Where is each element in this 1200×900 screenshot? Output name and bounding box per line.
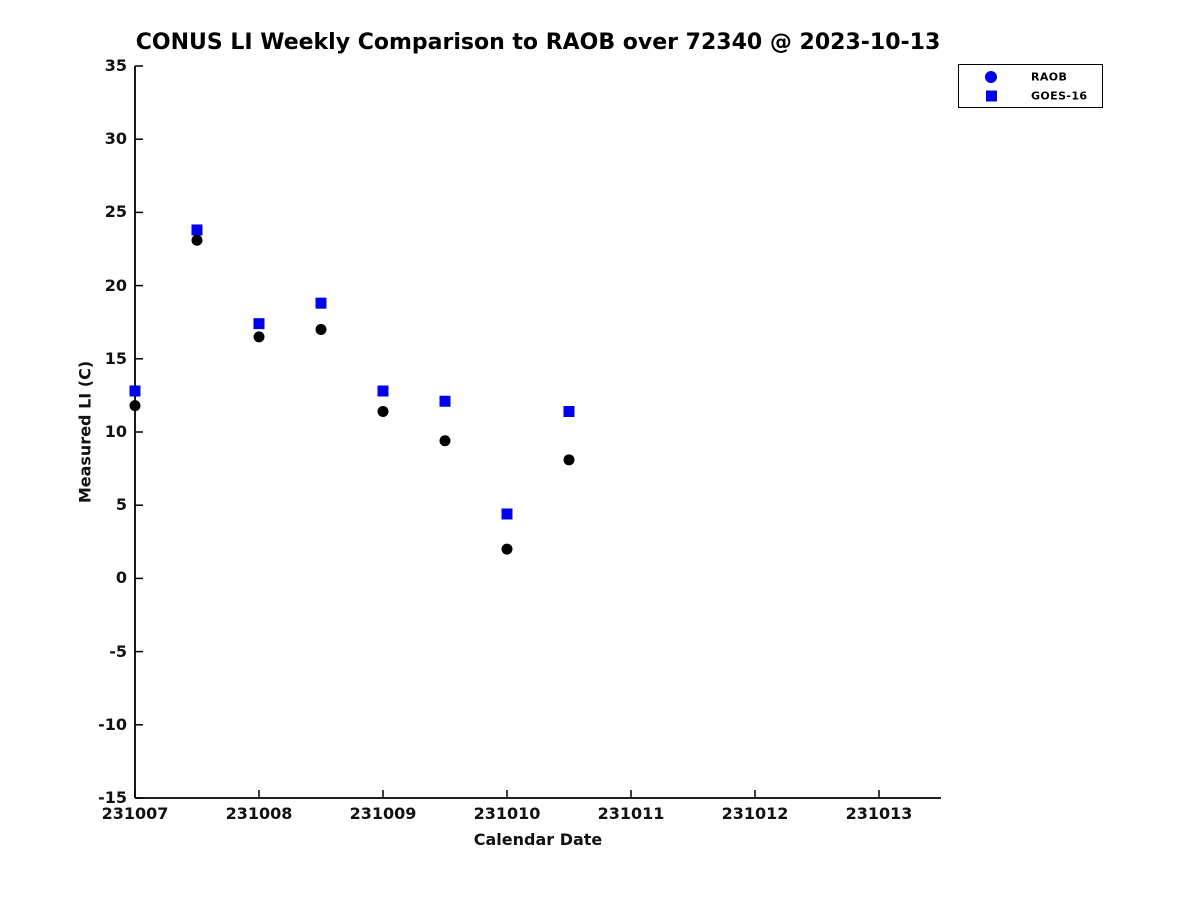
y-tick-label: 35: [104, 56, 127, 75]
goes-16-data-point: [439, 395, 451, 407]
x-tick-label: 231013: [845, 804, 913, 823]
x-tick-label: 231008: [225, 804, 293, 823]
raob-data-point: [129, 400, 141, 412]
raob-data-point: [439, 435, 451, 447]
y-tick-label: 30: [104, 129, 127, 149]
raob-circle-marker-icon: [985, 71, 997, 83]
goes-16-data-point: [191, 224, 203, 236]
y-tick-label: 20: [104, 275, 127, 295]
y-tick-label: 15: [104, 348, 127, 368]
legend-item-goes-16: GOES-16: [959, 86, 1102, 106]
legend-item-raob: RAOB: [959, 67, 1102, 87]
y-tick-label: 25: [104, 202, 127, 222]
chart-title: CONUS LI Weekly Comparison to RAOB over …: [135, 30, 941, 55]
goes-16-data-point: [377, 385, 389, 397]
raob-data-point: [563, 454, 575, 466]
goes-16-data-point: [129, 385, 141, 397]
raob-data-point: [501, 543, 513, 555]
raob-data-point: [377, 406, 389, 418]
legend: RAOB GOES-16: [958, 64, 1103, 108]
x-tick-label: 231011: [597, 804, 665, 823]
raob-data-point: [191, 234, 203, 246]
y-tick-label: -10: [98, 714, 127, 734]
goes-16-data-point: [315, 297, 327, 309]
goes-16-data-point: [253, 318, 265, 330]
x-tick-label: 231009: [349, 804, 417, 823]
raob-data-point: [253, 331, 265, 343]
legend-label-raob: RAOB: [1031, 70, 1068, 84]
raob-data-point: [315, 324, 327, 336]
y-tick-label: -5: [109, 641, 127, 661]
goes-16-square-marker-icon: [986, 90, 997, 102]
y-tick-label: -15: [98, 788, 127, 807]
goes-16-data-point: [501, 508, 513, 520]
x-axis-label: Calendar Date: [473, 830, 603, 849]
x-tick-label: 231010: [473, 804, 541, 823]
goes-16-data-point: [563, 406, 575, 418]
legend-label-goes-16: GOES-16: [1031, 89, 1088, 103]
y-tick-label: 5: [115, 495, 127, 515]
y-tick-label: 0: [115, 568, 127, 588]
x-tick-label: 231007: [101, 804, 169, 823]
y-tick-label: 10: [104, 422, 127, 441]
x-tick-label: 231012: [721, 804, 789, 823]
